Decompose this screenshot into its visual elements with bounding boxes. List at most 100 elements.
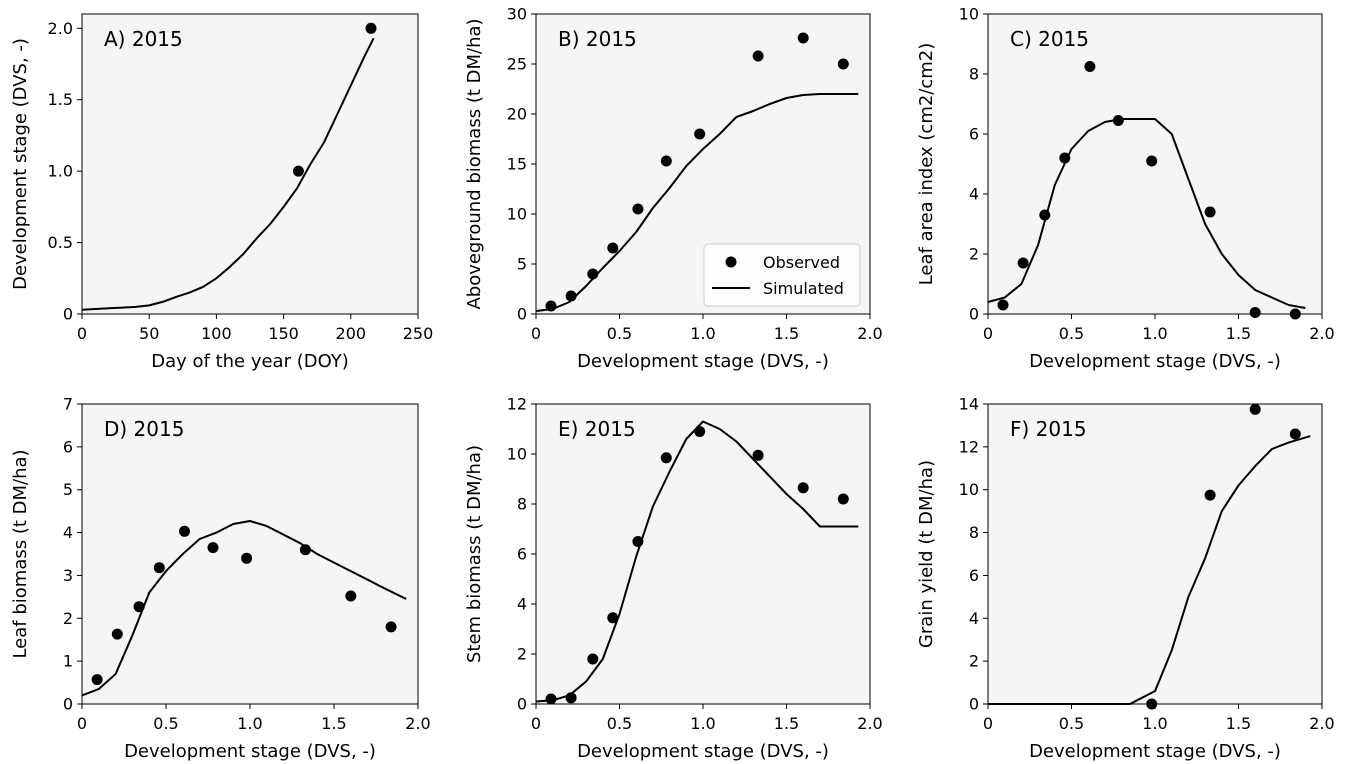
x-tick-label: 1.5	[1226, 324, 1251, 343]
x-tick-label: 0	[531, 324, 541, 343]
x-tick-label: 1.0	[1142, 324, 1167, 343]
x-tick-label: 0.5	[153, 714, 178, 733]
x-tick-label: 1.5	[321, 714, 346, 733]
y-tick-label: 10	[507, 205, 527, 224]
x-tick-label: 1.5	[1226, 714, 1251, 733]
observed-point	[660, 452, 672, 464]
y-tick-label: 1.0	[48, 162, 73, 181]
x-tick-label: 1.0	[237, 714, 262, 733]
x-tick-label: 0	[983, 714, 993, 733]
legend-box	[703, 243, 861, 307]
observed-point	[179, 525, 190, 537]
x-tick-label: 100	[201, 324, 232, 343]
x-tick-label: 0	[77, 714, 87, 733]
observed-point	[997, 299, 1009, 311]
y-axis-label: Aboveground biomass (t DM/ha)	[464, 18, 485, 309]
x-tick-label: 1.0	[690, 324, 715, 343]
y-tick-label: 2	[969, 245, 979, 264]
x-axis-label: Development stage (DVS, -)	[577, 351, 829, 372]
observed-point	[365, 22, 377, 34]
simulated-line	[987, 118, 1306, 309]
y-tick-label: 12	[959, 437, 979, 456]
observed-point	[299, 544, 311, 556]
observed-point	[1039, 209, 1051, 221]
observed-point	[1146, 155, 1158, 167]
x-tick-label: 0.5	[1059, 714, 1084, 733]
y-tick-label: 6	[517, 545, 527, 564]
panel-title: F) 2015	[1010, 417, 1087, 441]
x-axis-label: Development stage (DVS, -)	[1029, 741, 1281, 762]
y-axis-label: Stem biomass (t DM/ha)	[464, 445, 485, 663]
legend-label-observed: Observed	[763, 253, 840, 272]
observed-point	[837, 493, 849, 505]
panel-title: E) 2015	[558, 417, 636, 441]
y-axis-label: Development stage (DVS, -)	[10, 38, 31, 290]
observed-point	[587, 653, 599, 665]
x-tick-label: 150	[268, 324, 299, 343]
y-axis-label: Grain yield (t DM/ha)	[916, 460, 937, 648]
y-tick-label: 8	[969, 523, 979, 542]
y-tick-label: 0	[517, 695, 527, 714]
x-tick-label: 200	[336, 324, 367, 343]
y-tick-label: 7	[63, 395, 73, 414]
y-tick-label: 0.5	[48, 233, 73, 252]
y-tick-label: 0	[969, 695, 979, 714]
y-tick-label: 4	[517, 595, 527, 614]
x-tick-label: 2.0	[405, 714, 430, 733]
panel-title: A) 2015	[104, 27, 183, 51]
panel-title: B) 2015	[558, 27, 637, 51]
observed-point	[345, 590, 357, 602]
y-tick-label: 15	[507, 155, 527, 174]
x-tick-label: 0	[531, 714, 541, 733]
observed-point	[207, 542, 219, 554]
y-tick-label: 5	[63, 480, 73, 499]
y-tick-label: 4	[63, 523, 73, 542]
y-tick-label: 0	[517, 305, 527, 324]
observed-point	[1249, 403, 1261, 415]
y-tick-label: 2.0	[48, 19, 73, 38]
observed-point	[241, 552, 253, 564]
legend-marker-observed	[725, 256, 737, 268]
plot-area	[82, 14, 418, 314]
x-tick-label: 0.5	[1059, 324, 1084, 343]
observed-point	[565, 692, 577, 704]
y-tick-label: 12	[507, 395, 527, 414]
y-tick-label: 4	[969, 185, 979, 204]
x-tick-label: 2.0	[1309, 324, 1334, 343]
y-tick-label: 2	[63, 609, 73, 628]
legend-label-simulated: Simulated	[763, 279, 844, 298]
observed-point	[292, 165, 304, 177]
observed-point	[385, 621, 397, 633]
x-tick-label: 2.0	[1309, 714, 1334, 733]
x-tick-label: 0.5	[607, 324, 632, 343]
y-tick-label: 30	[507, 5, 527, 24]
panel-title: D) 2015	[104, 417, 184, 441]
observed-point	[607, 612, 619, 624]
panel-b: 0 0.5 1.0 1.5 2.0 0 5 10 15 20 25 30 Development sta…	[464, 5, 883, 373]
x-tick-label: 1.0	[690, 714, 715, 733]
observed-point	[607, 242, 619, 254]
panel-a: 0 50 100 150 200 250 0 0.5 1.0 1.5 2.0 Day of the y…	[10, 13, 433, 372]
x-tick-label: 2.0	[857, 324, 882, 343]
observed-point	[565, 290, 577, 302]
x-tick-label: 0	[983, 324, 993, 343]
simulated-line	[81, 37, 375, 311]
observed-point	[153, 562, 165, 574]
y-axis-label: Leaf area index (cm2/cm2)	[916, 43, 937, 286]
y-tick-label: 0	[63, 305, 73, 324]
observed-point	[587, 268, 599, 280]
y-tick-label: 5	[517, 255, 527, 274]
panel-title: C) 2015	[1010, 27, 1089, 51]
legend: Observed Simulated	[703, 243, 861, 307]
x-tick-label: 0.5	[607, 714, 632, 733]
y-tick-label: 8	[517, 495, 527, 514]
y-tick-label: 3	[63, 566, 73, 585]
observed-point	[752, 449, 764, 461]
observed-point	[797, 482, 809, 494]
observed-point	[1112, 115, 1124, 126]
x-axis-label: Day of the year (DOY)	[151, 351, 349, 372]
x-tick-label: 50	[139, 324, 159, 343]
y-tick-label: 6	[969, 125, 979, 144]
y-tick-label: 6	[969, 566, 979, 585]
